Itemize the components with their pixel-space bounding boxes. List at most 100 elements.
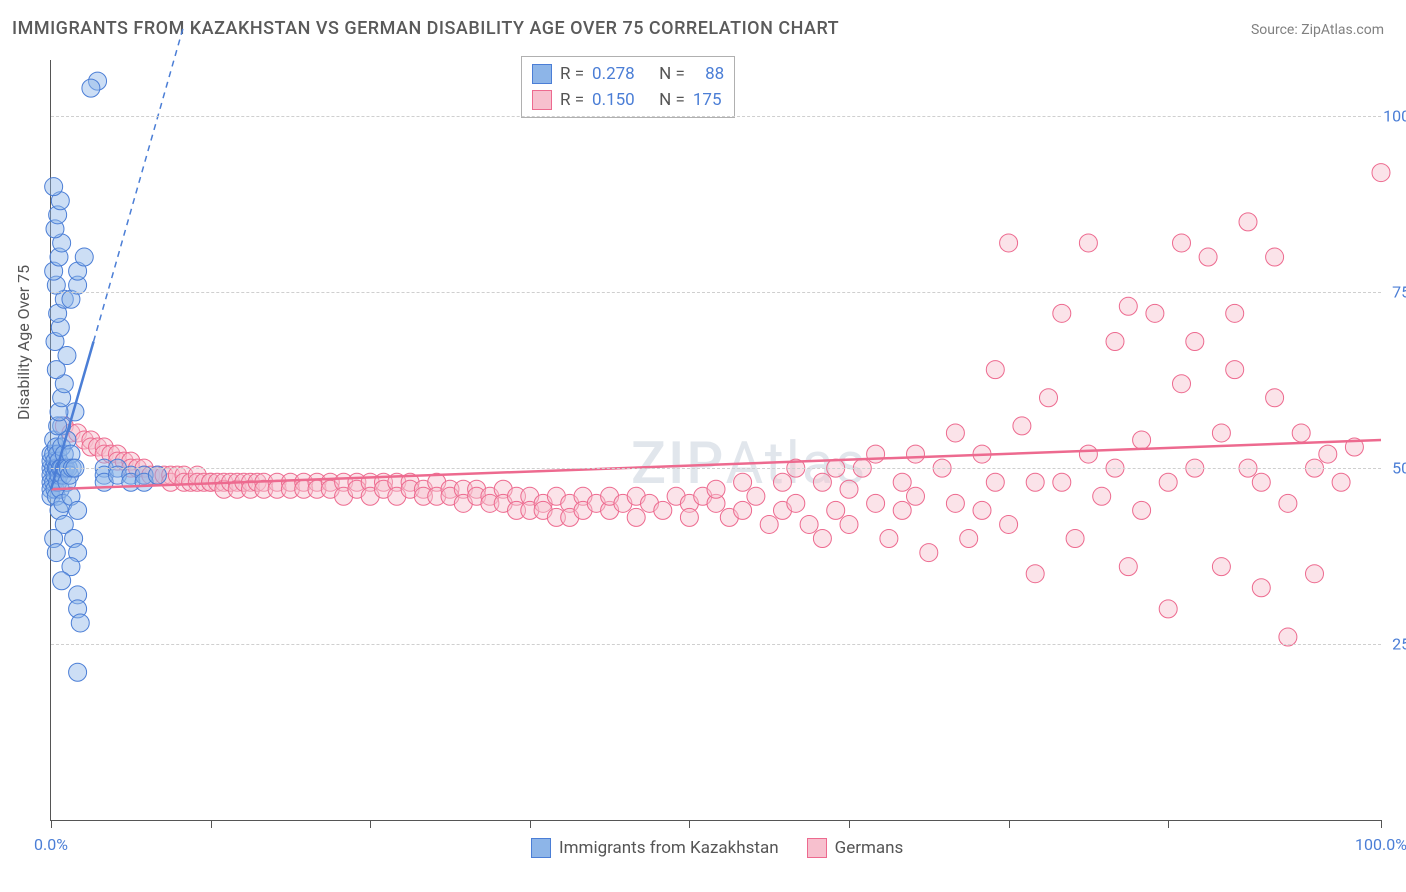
data-point [827,501,845,519]
x-tick [1381,820,1382,828]
data-point [1332,473,1350,491]
chart-svg [51,60,1381,820]
legend-label-germans: Germans [835,838,904,858]
x-tick-label: 100.0% [1355,835,1406,854]
data-point [654,501,672,519]
data-point [82,79,100,97]
data-point [1252,579,1270,597]
x-tick [530,820,531,828]
swatch-kazakhstan [532,64,552,84]
data-point [1266,248,1284,266]
data-point [1133,501,1151,519]
data-point [1212,558,1230,576]
legend-item-kazakhstan: Immigrants from Kazakhstan [531,838,779,858]
data-point [680,508,698,526]
data-point [734,473,752,491]
data-point [1000,234,1018,252]
data-point [946,494,964,512]
data-point [986,361,1004,379]
legend-stats-row-kazakhstan: R = 0.278 N = 88 [532,61,724,87]
data-point [75,248,93,266]
data-point [774,473,792,491]
data-point [1079,234,1097,252]
n-value-germans: 175 [693,90,722,110]
data-point [800,515,818,533]
data-point [1053,473,1071,491]
data-point [1026,473,1044,491]
data-point [1119,558,1137,576]
data-point [1079,445,1097,463]
data-point [973,501,991,519]
scatter-chart: ZIPAtlas R = 0.278 N = 88 R = 0.150 N = … [50,60,1381,821]
data-point [627,508,645,526]
chart-title: IMMIGRANTS FROM KAZAKHSTAN VS GERMAN DIS… [12,18,839,39]
data-point [1186,332,1204,350]
data-point [1372,164,1390,182]
regression-line [94,25,184,342]
data-point [707,480,725,498]
data-point [1266,389,1284,407]
data-point [1306,565,1324,583]
data-point [920,544,938,562]
data-point [1040,389,1058,407]
data-point [1013,417,1031,435]
data-point [960,530,978,548]
data-point [986,473,1004,491]
data-point [1133,431,1151,449]
data-point [840,515,858,533]
data-point [1239,213,1257,231]
legend-label-kazakhstan: Immigrants from Kazakhstan [559,838,779,858]
data-point [1173,234,1191,252]
data-point [1279,494,1297,512]
data-point [1000,515,1018,533]
data-point [867,494,885,512]
x-tick-label: 0.0% [34,835,68,854]
data-point [69,501,87,519]
legend-stats: R = 0.278 N = 88 R = 0.150 N = 175 [521,56,735,118]
data-point [734,501,752,519]
data-point [1106,332,1124,350]
data-point [1226,361,1244,379]
x-tick [1009,820,1010,828]
data-point [907,487,925,505]
legend-bottom: Immigrants from Kazakhstan Germans [531,838,903,858]
gridline [51,116,1381,117]
data-point [1159,600,1177,618]
data-point [1212,424,1230,442]
data-point [893,473,911,491]
x-tick [211,820,212,828]
data-point [1292,424,1310,442]
data-point [1093,487,1111,505]
data-point [946,424,964,442]
data-point [813,473,831,491]
source-link[interactable]: ZipAtlas.com [1301,22,1384,38]
x-tick [370,820,371,828]
data-point [760,515,778,533]
data-point [71,614,89,632]
source-label: Source: [1251,22,1301,38]
n-value-kazakhstan: 88 [705,64,724,84]
data-point [69,663,87,681]
y-tick-label: 75.0% [1375,283,1406,302]
legend-item-germans: Germans [807,838,904,858]
gridline [51,644,1381,645]
source-credit: Source: ZipAtlas.com [1251,22,1384,38]
data-point [787,494,805,512]
data-point [1026,565,1044,583]
data-point [1066,530,1084,548]
data-point [1173,375,1191,393]
data-point [1053,304,1071,322]
y-tick-label: 100.0% [1375,107,1406,126]
x-tick [1168,820,1169,828]
data-point [880,530,898,548]
data-point [1319,445,1337,463]
x-tick [51,820,52,828]
data-point [1146,304,1164,322]
data-point [1159,473,1177,491]
gridline [51,468,1381,469]
x-tick [849,820,850,828]
data-point [58,347,76,365]
data-point [867,445,885,463]
r-value-germans: 0.150 [592,90,635,110]
data-point [840,480,858,498]
